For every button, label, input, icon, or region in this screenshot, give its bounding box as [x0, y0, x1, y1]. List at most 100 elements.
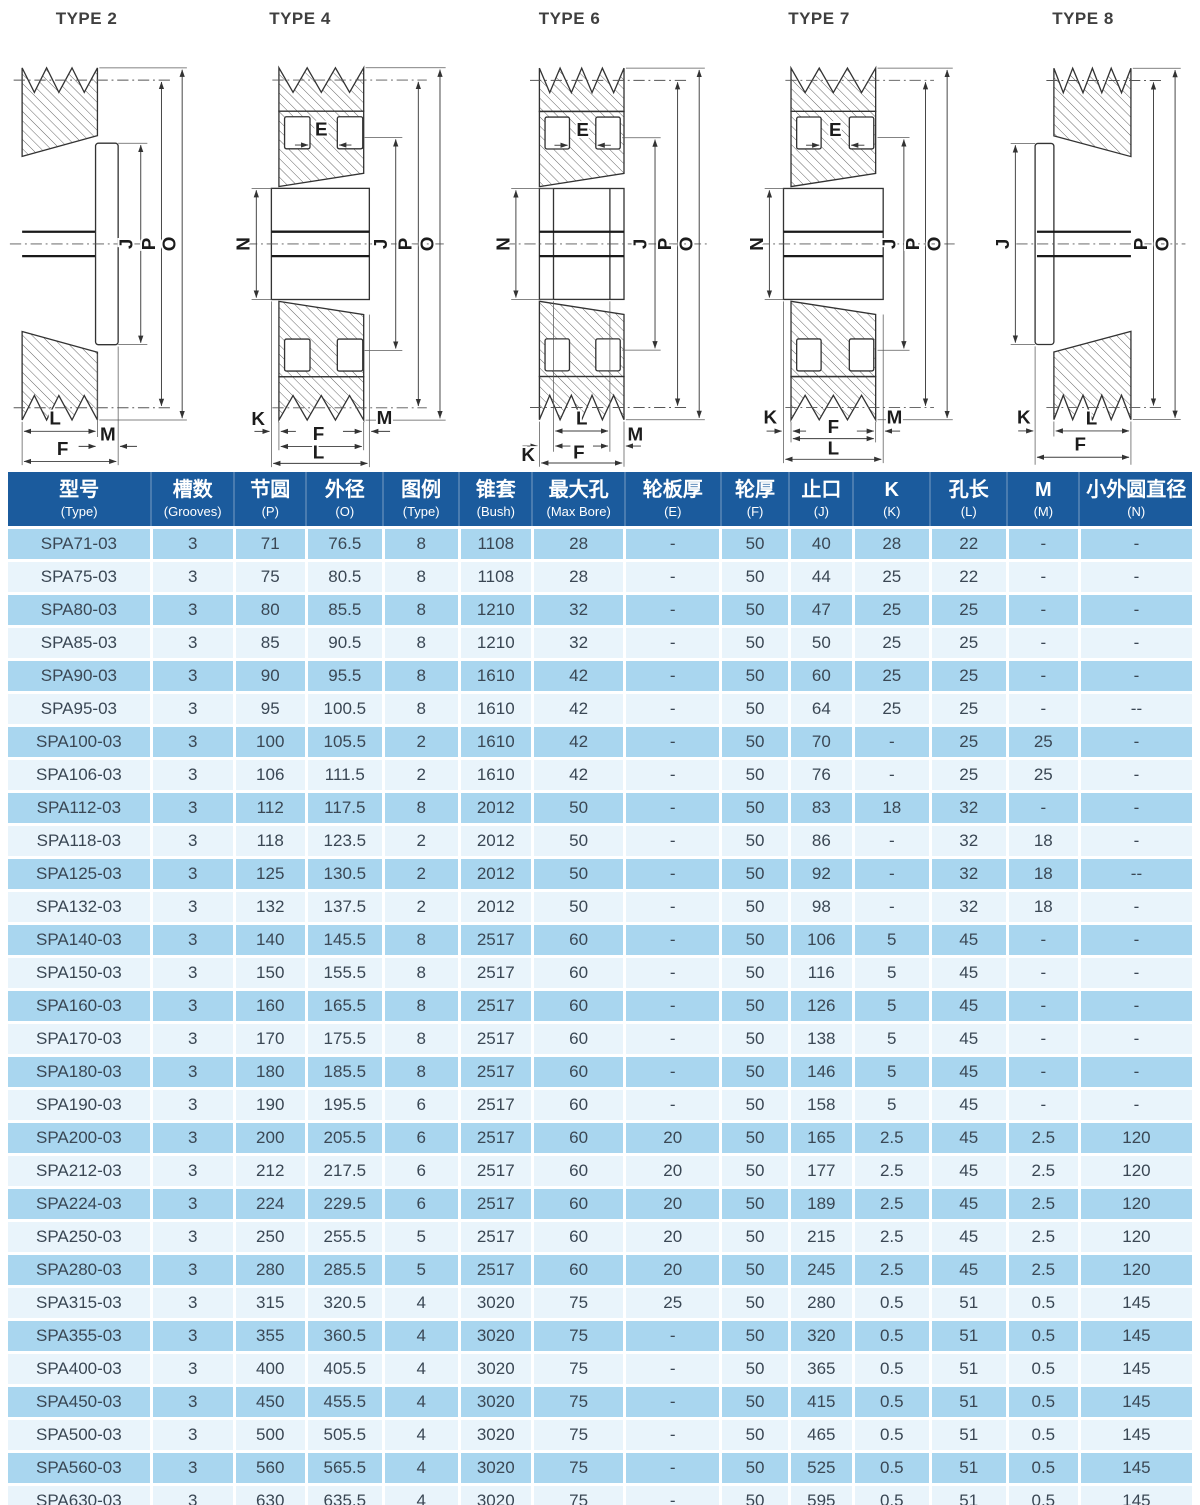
table-cell: 2 [381, 889, 460, 924]
table-cell: 50 [719, 559, 790, 594]
table-row: SPA450-03 3 450 455.5 4 3020 75-50 415 0.5 51 0.5 1… [8, 1384, 1192, 1419]
table-cell: 0.5 [851, 1384, 931, 1419]
pulley-drawings: TYPE 2 [0, 0, 1200, 468]
table-cell: 60 [530, 922, 625, 957]
table-cell: 245 [787, 1252, 854, 1287]
table-cell: SPA500-03 [8, 1417, 152, 1452]
table-cell: - [1005, 691, 1080, 726]
table-cell: 50 [719, 1054, 790, 1089]
table-cell: 25 [851, 559, 931, 594]
table-cell: 8 [381, 559, 460, 594]
table-cell: 3020 [457, 1351, 533, 1386]
table-cell: 2.5 [1005, 1219, 1080, 1254]
table-cell: 32 [928, 790, 1008, 825]
table-cell: SPA80-03 [8, 592, 152, 627]
table-cell: 6 [381, 1153, 460, 1188]
table-cell: 0.5 [1005, 1318, 1080, 1353]
table-cell: 177 [787, 1153, 854, 1188]
table-cell: 3 [149, 1021, 235, 1056]
table-cell: 86 [787, 823, 854, 858]
table-cell: 51 [928, 1450, 1008, 1485]
table-cell: 50 [530, 790, 625, 825]
table-cell: 50 [719, 1285, 790, 1320]
col-header-k: K (K) [852, 472, 931, 529]
table-cell: 32 [928, 889, 1008, 924]
table-cell: SPA250-03 [8, 1219, 152, 1254]
table-cell: 3 [149, 823, 235, 858]
drawing-title: TYPE 6 [538, 9, 601, 28]
table-cell: 365 [787, 1351, 854, 1386]
table-cell: 120 [1077, 1252, 1192, 1287]
table-cell: 5 [851, 1021, 931, 1056]
table-cell: 20 [623, 1252, 721, 1287]
table-cell: 2517 [457, 1252, 533, 1287]
table-cell: 50 [719, 1483, 790, 1505]
table-cell: 145 [1077, 1450, 1192, 1485]
drawing-type-2: TYPE 2 [8, 6, 201, 470]
table-cell: SPA280-03 [8, 1252, 152, 1287]
table-cell: 2012 [457, 889, 533, 924]
table-cell: 50 [719, 1417, 790, 1452]
table-cell: 51 [928, 1318, 1008, 1353]
table-cell: 635.5 [304, 1483, 384, 1505]
table-cell: SPA112-03 [8, 790, 152, 825]
table-cell: 2517 [457, 988, 533, 1023]
table-cell: - [851, 757, 931, 792]
table-cell: 22 [928, 559, 1008, 594]
table-cell: 50 [719, 1219, 790, 1254]
drawing-title: TYPE 7 [788, 9, 850, 28]
table-cell: 146 [787, 1054, 854, 1089]
table-cell: 4 [381, 1285, 460, 1320]
table-cell: 50 [719, 790, 790, 825]
table-cell: - [1005, 988, 1080, 1023]
table-cell: SPA75-03 [8, 559, 152, 594]
table-cell: 3 [149, 724, 235, 759]
table-cell: - [1077, 625, 1192, 660]
table-cell: SPA170-03 [8, 1021, 152, 1056]
table-cell: 215 [787, 1219, 854, 1254]
table-cell: 60 [530, 1153, 625, 1188]
table-cell: 45 [928, 955, 1008, 990]
table-cell: 595 [787, 1483, 854, 1505]
table-cell: 2517 [457, 955, 533, 990]
table-cell: 45 [928, 1087, 1008, 1122]
table-cell: 145 [1077, 1384, 1192, 1419]
table-cell: 0.5 [1005, 1417, 1080, 1452]
table-cell: 75 [530, 1351, 625, 1386]
table-cell: 3 [149, 856, 235, 891]
table-cell: 205.5 [304, 1120, 384, 1155]
table-cell: 45 [928, 1186, 1008, 1221]
table-cell: 75 [530, 1285, 625, 1320]
table-cell: 3020 [457, 1384, 533, 1419]
table-cell: 45 [928, 1054, 1008, 1089]
table-cell: 25 [623, 1285, 721, 1320]
table-cell: 51 [928, 1384, 1008, 1419]
table-cell: 83 [787, 790, 854, 825]
table-cell: 76.5 [304, 527, 384, 561]
table-cell: 1210 [457, 592, 533, 627]
table-cell: 118 [232, 823, 307, 858]
table-cell: - [1077, 823, 1192, 858]
table-cell: 3 [149, 592, 235, 627]
table-cell: 50 [719, 889, 790, 924]
table-cell: - [623, 1483, 721, 1505]
col-header-l: 孔长 (L) [929, 472, 1008, 529]
table-cell: - [1077, 658, 1192, 693]
table-cell: 165 [787, 1120, 854, 1155]
table-cell: 565.5 [304, 1450, 384, 1485]
table-row: SPA212-03 3 212 217.5 6 2517 60 20 50 177 2.5 45 2.5… [8, 1153, 1192, 1188]
table-cell: 185.5 [304, 1054, 384, 1089]
dim-label-n: N [492, 237, 513, 251]
table-cell: - [1077, 922, 1192, 957]
table-row: SPA630-03 3 630 635.5 4 3020 75-50 595 0.5 51 0.5 1… [8, 1483, 1192, 1505]
table-cell: 47 [787, 592, 854, 627]
table-cell: 50 [719, 1087, 790, 1122]
table-cell: 2.5 [1005, 1252, 1080, 1287]
table-cell: 25 [851, 625, 931, 660]
table-cell: 140 [232, 922, 307, 957]
table-row: SPA140-03 3 140 145.5 8 2517 60-50 106 5 45- - [8, 922, 1192, 957]
table-cell: 165.5 [304, 988, 384, 1023]
table-cell: SPA400-03 [8, 1351, 152, 1386]
table-cell: 150 [232, 955, 307, 990]
table-cell: 18 [1005, 856, 1080, 891]
